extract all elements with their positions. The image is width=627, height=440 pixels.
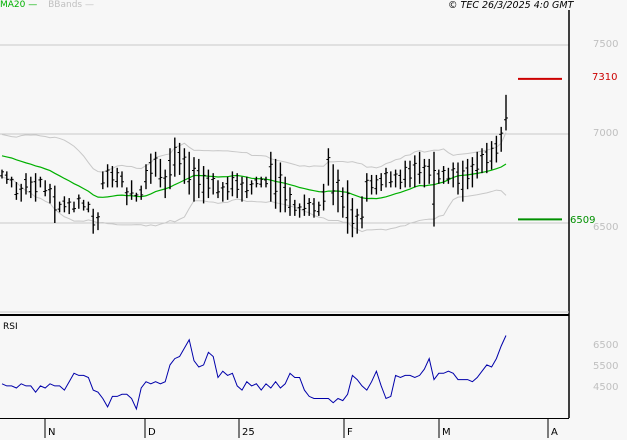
price-gridlines <box>0 44 569 224</box>
chart-frame <box>0 10 570 419</box>
y-tick-7500: 7500 <box>593 39 619 50</box>
rsi-panel-label: RSI <box>3 322 18 332</box>
copyright-timestamp: © TEC 26/3/2025 4:0 GMT <box>448 0 574 11</box>
rsi-line <box>1 335 507 411</box>
y-tick-6500: 6500 <box>593 222 619 233</box>
bollinger-bands <box>1 132 507 233</box>
x-tick-mar: M <box>442 427 451 438</box>
x-tick-dec: D <box>148 427 156 438</box>
rsi-tick-45: 4500 <box>593 382 619 393</box>
legend-bbands: BBands — <box>48 0 94 10</box>
legend-ma20-swatch: — <box>25 0 38 10</box>
legend-ma20: MA20 <box>0 0 26 10</box>
legend: MA20 — BBands — <box>0 0 94 11</box>
y-tick-7000: 7000 <box>593 128 619 139</box>
target-high-label: 7310 <box>592 72 618 83</box>
x-tick-nov: N <box>48 427 56 438</box>
rsi-tick-55: 5500 <box>593 361 619 372</box>
legend-bbands-label: BBands <box>48 0 83 10</box>
x-tick-apr: A <box>551 427 558 438</box>
target-lines <box>518 77 562 221</box>
target-low-label: 6509 <box>570 215 596 226</box>
ohlc-bars <box>0 94 508 238</box>
x-tick-2025: 25 <box>242 427 255 438</box>
rsi-tick-65: 6500 <box>593 340 619 351</box>
ma20-line <box>1 155 507 200</box>
x-tick-feb: F <box>347 427 353 438</box>
x-axis-ticks <box>44 419 549 438</box>
